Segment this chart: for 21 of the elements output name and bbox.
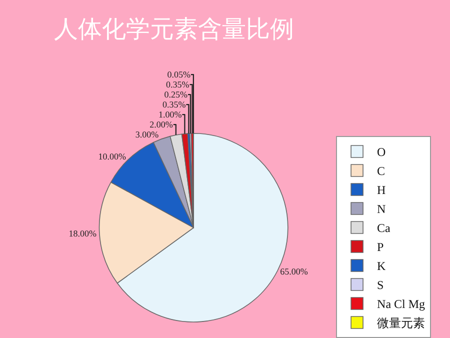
legend-label: C <box>377 164 386 178</box>
legend-label: N <box>377 202 386 216</box>
data-label: 1.00% <box>158 110 182 120</box>
legend-label: K <box>377 259 386 274</box>
data-label: 0.25% <box>164 90 188 100</box>
data-label: 65.00% <box>280 266 308 277</box>
data-label: 0.35% <box>162 100 186 110</box>
data-label: 0.35% <box>166 80 190 90</box>
legend-label: Na Cl Mg <box>377 297 426 312</box>
legend-label: Ca <box>377 221 392 236</box>
data-label: 18.00% <box>68 228 97 239</box>
data-label: 2.00% <box>150 120 174 130</box>
legend-label: H <box>377 183 386 198</box>
data-label: 0.05% <box>167 70 191 80</box>
chart-title: 人体化学元素含量比例 <box>54 15 294 44</box>
legend-label: S <box>377 278 384 292</box>
data-label: 3.00% <box>135 130 160 140</box>
legend-label: 微量元素 <box>377 316 426 330</box>
legend-label: O <box>377 145 386 160</box>
data-label: 10.00% <box>98 151 127 162</box>
legend-label: P <box>377 240 384 254</box>
